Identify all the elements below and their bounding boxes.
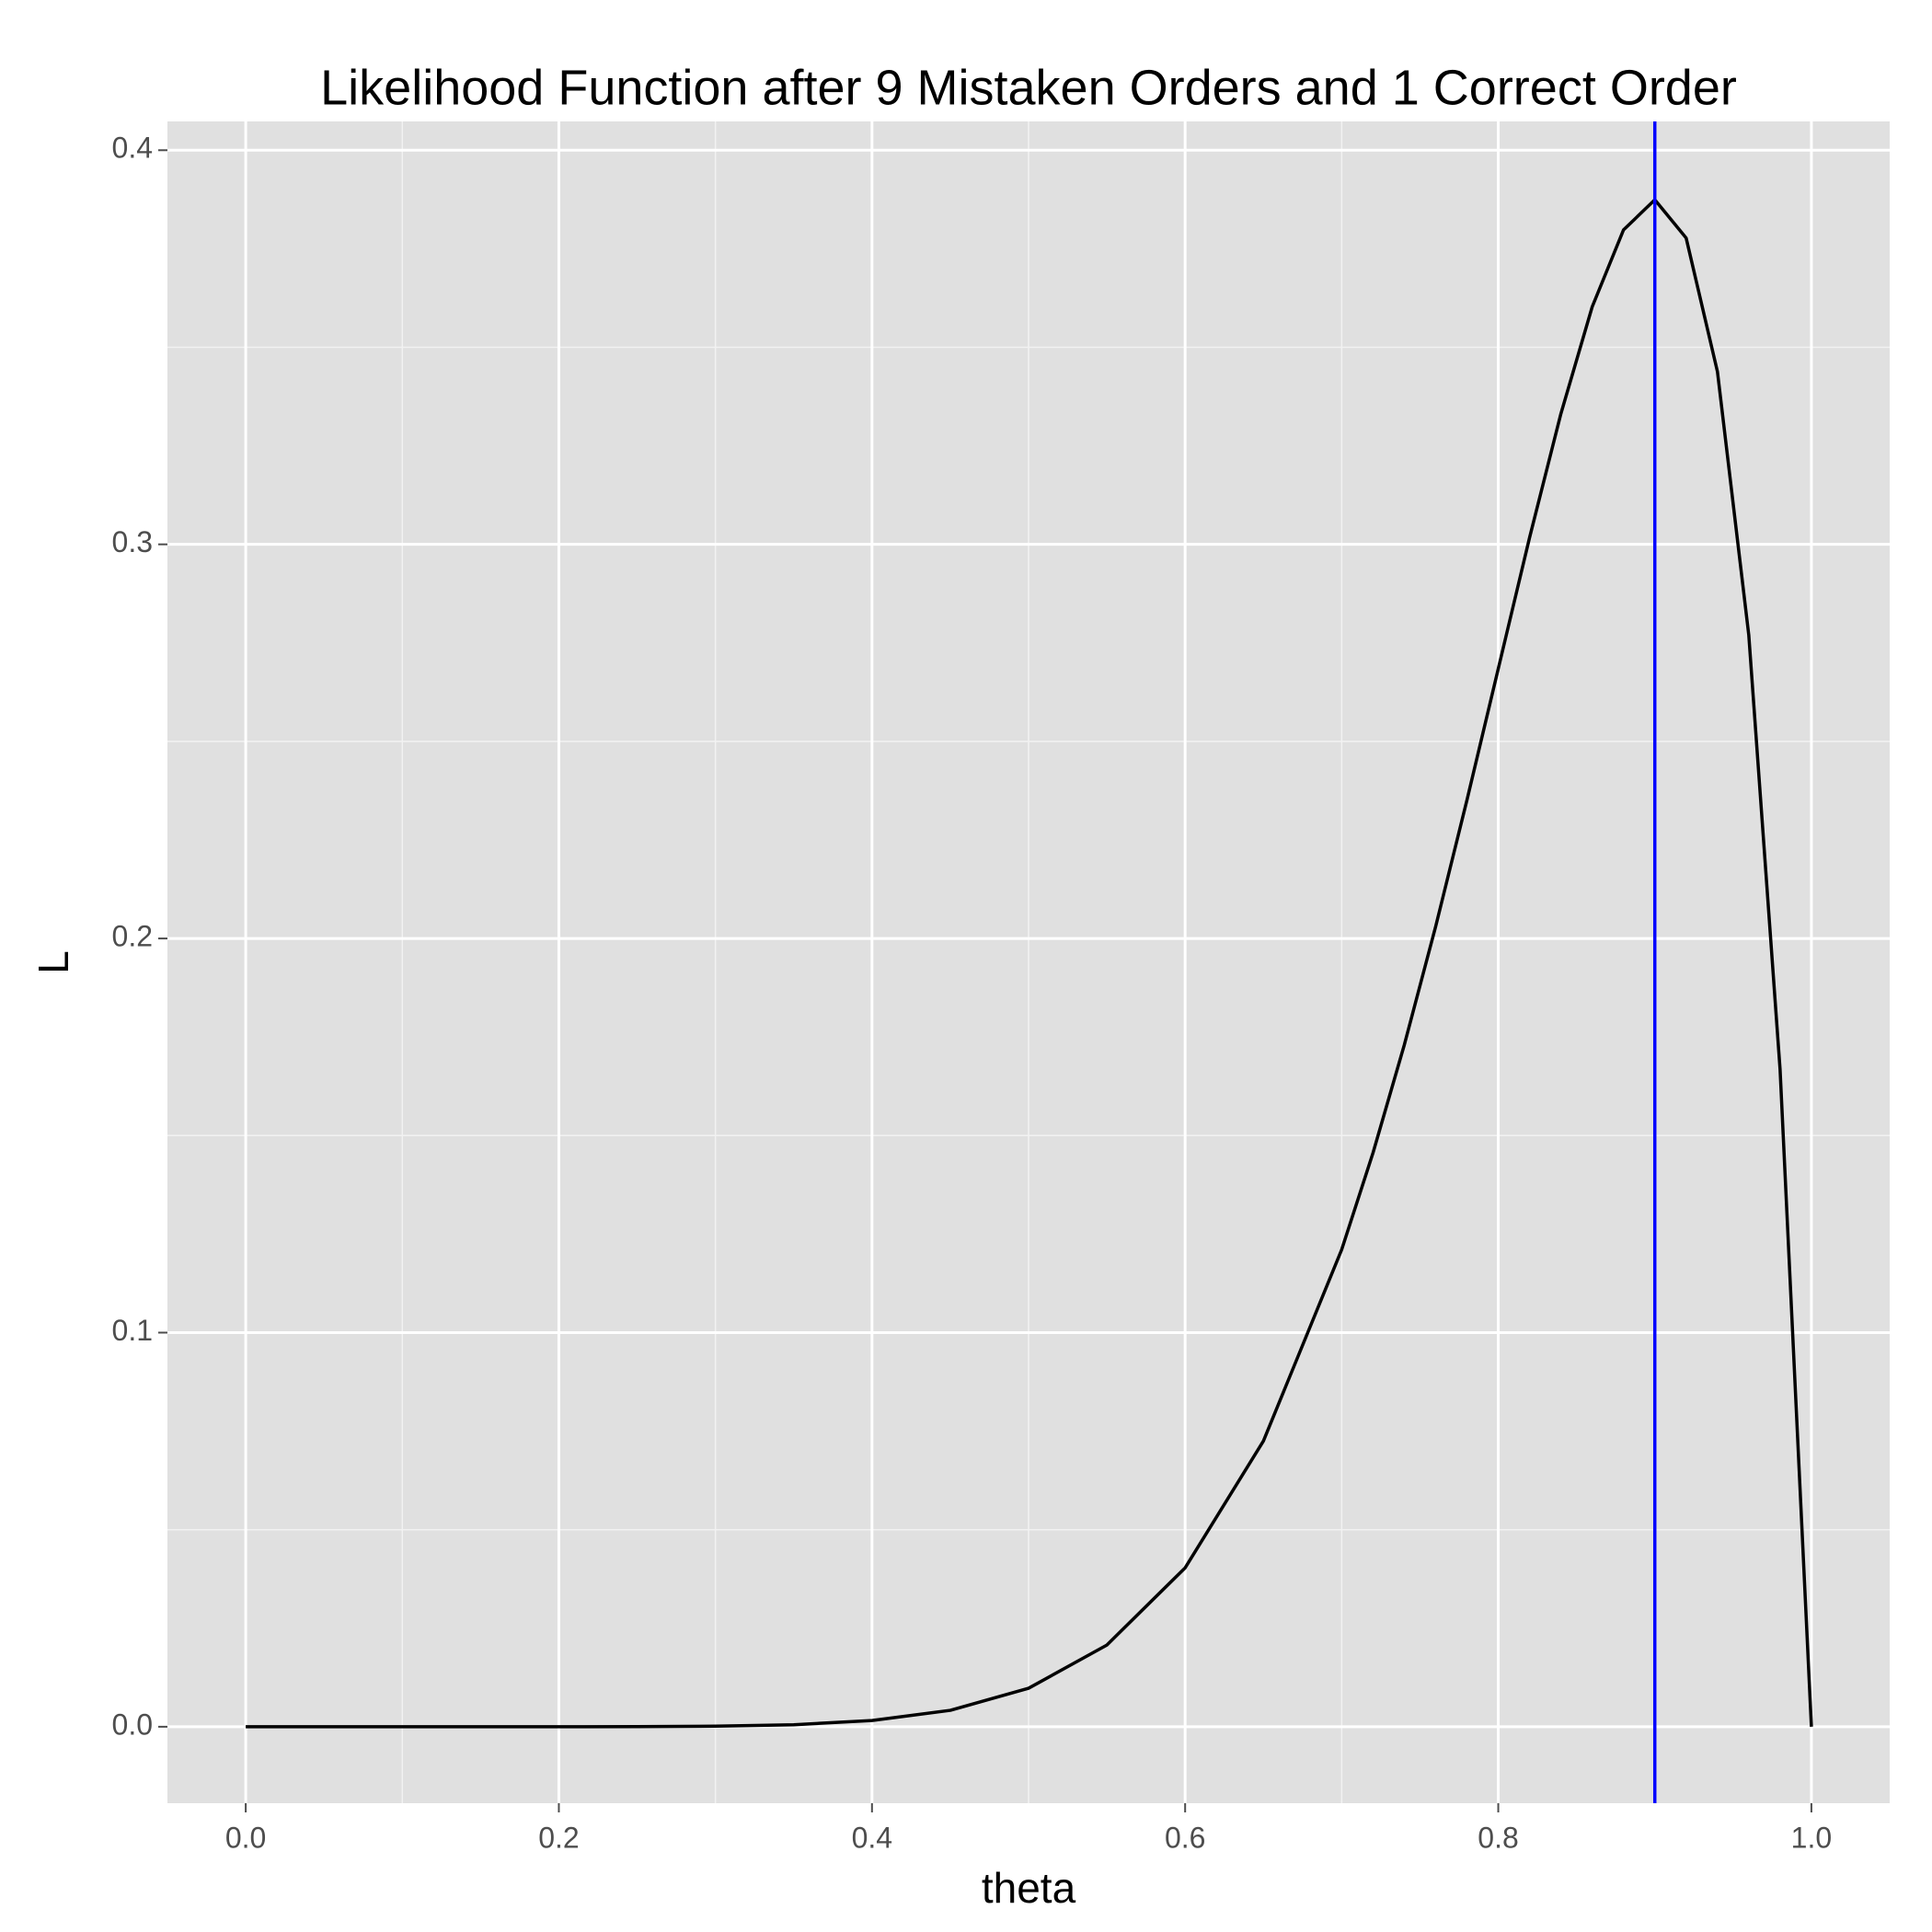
y-tick-label: 0.3 xyxy=(112,525,153,558)
y-tick-label: 0.2 xyxy=(112,920,153,953)
x-tick-label: 0.4 xyxy=(852,1821,892,1854)
x-tick-label: 0.6 xyxy=(1165,1821,1205,1854)
y-axis-title: L xyxy=(29,950,77,974)
x-tick-label: 0.8 xyxy=(1478,1821,1518,1854)
y-tick-label: 0.4 xyxy=(112,132,153,165)
chart-title: Likelihood Function after 9 Mistaken Ord… xyxy=(320,60,1737,115)
x-tick-label: 1.0 xyxy=(1791,1821,1832,1854)
x-tick-label: 0.0 xyxy=(225,1821,266,1854)
y-tick-label: 0.0 xyxy=(112,1708,153,1741)
x-axis-title: theta xyxy=(982,1864,1076,1912)
y-tick-label: 0.1 xyxy=(112,1314,153,1347)
x-tick-label: 0.2 xyxy=(538,1821,579,1854)
line-series xyxy=(246,198,1813,1729)
